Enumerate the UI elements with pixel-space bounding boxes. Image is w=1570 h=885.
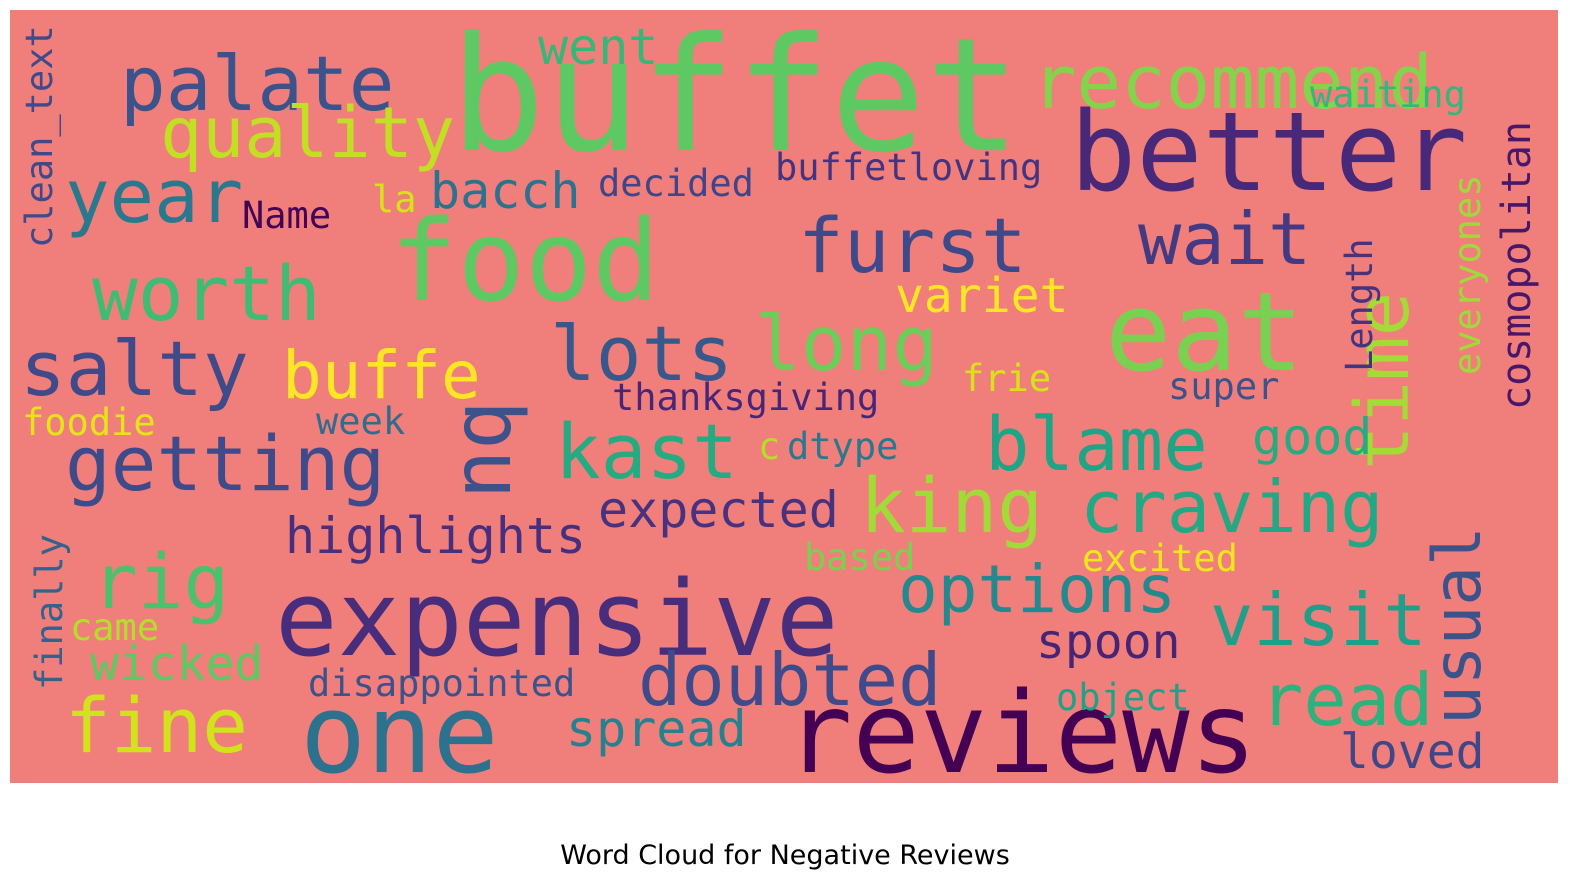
word: object — [1056, 676, 1190, 719]
word: lots — [550, 309, 733, 398]
word: based — [804, 536, 915, 579]
figure-title: Word Cloud for Negative Reviews — [560, 840, 1010, 871]
word: salty — [20, 324, 249, 413]
word: kast — [555, 407, 738, 496]
word: bacch — [430, 162, 581, 220]
word: cosmopolitan — [1494, 121, 1540, 410]
word: year — [65, 154, 243, 240]
word: doubted — [638, 638, 941, 722]
word-cloud-background — [10, 10, 1558, 783]
word: rig — [92, 537, 229, 626]
word: reviews — [785, 669, 1257, 783]
word: everyones — [1446, 175, 1489, 375]
word: wicked — [90, 636, 263, 692]
word: visit — [1210, 578, 1427, 662]
word: c — [758, 425, 780, 468]
word: spread — [566, 700, 747, 758]
word: usual — [1419, 526, 1496, 725]
word: finally — [28, 534, 71, 690]
word: came — [70, 606, 159, 649]
word: time — [1340, 292, 1426, 470]
word: fine — [65, 681, 248, 770]
word-cloud: buffet better food eat reviews expensive… — [10, 10, 1558, 783]
word: one — [300, 670, 499, 783]
word: palate — [120, 39, 395, 128]
word: quality — [160, 92, 455, 174]
word: better — [1070, 88, 1467, 216]
word: options — [898, 551, 1176, 628]
word: buffe — [282, 337, 481, 414]
word: king — [860, 461, 1043, 550]
word: eat — [1105, 268, 1304, 396]
word: long — [755, 299, 938, 388]
word: blame — [985, 402, 1208, 488]
word: foodie — [22, 401, 156, 444]
word: worth — [92, 249, 321, 338]
word: recommend — [1032, 40, 1433, 126]
word: buffet — [450, 10, 1021, 188]
word: loved — [1340, 724, 1485, 780]
word: frie — [962, 357, 1051, 400]
word: waiting — [1310, 73, 1466, 116]
word: bu — [445, 400, 540, 499]
word: good — [1252, 408, 1372, 466]
word: decided — [598, 162, 754, 205]
word: wait — [1138, 197, 1311, 281]
word: week — [316, 400, 405, 443]
word: variet — [895, 268, 1068, 324]
word: buffetloving — [775, 146, 1042, 189]
word: expected — [598, 481, 839, 539]
word: spoon — [1036, 614, 1181, 670]
word: excited — [1082, 537, 1238, 580]
word: thanksgiving — [612, 376, 879, 419]
word: Length — [1338, 238, 1381, 372]
word: clean_text — [18, 25, 62, 248]
word: getting — [65, 419, 385, 508]
word: craving — [1080, 465, 1383, 549]
word: disappointed — [308, 662, 575, 705]
word: la — [372, 178, 417, 221]
word: furst — [798, 201, 1027, 290]
word: highlights — [285, 507, 586, 565]
word: dtype — [787, 425, 898, 468]
word: expensive — [275, 558, 839, 680]
word: read — [1260, 658, 1433, 742]
word: super — [1168, 365, 1279, 408]
word: went — [538, 18, 658, 76]
word: food — [390, 197, 660, 327]
word: Name — [242, 194, 331, 237]
